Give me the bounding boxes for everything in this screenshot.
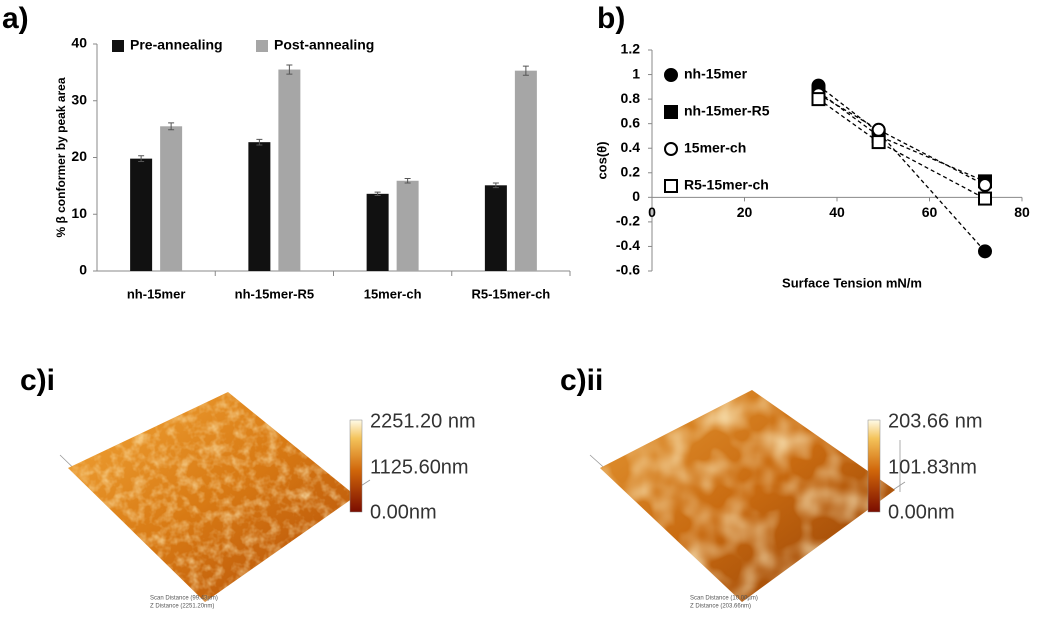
point xyxy=(871,122,886,137)
x-axis-label: Surface Tension mN/m xyxy=(782,275,922,290)
y-tick-label: 0 xyxy=(632,188,640,204)
x-tick-label: 40 xyxy=(829,204,845,220)
panel-label: c)ii xyxy=(560,364,603,397)
legend-label: nh-15mer-R5 xyxy=(684,103,770,119)
error-bar xyxy=(138,155,145,162)
y-axis-label: % β conformer by peak area xyxy=(54,77,68,237)
legend-swatch xyxy=(112,40,124,52)
bar xyxy=(484,185,507,271)
legend-swatch xyxy=(256,40,268,52)
series-line xyxy=(818,93,986,186)
point xyxy=(811,92,826,107)
series-line xyxy=(818,98,986,200)
legend-label: R5-15mer-ch xyxy=(684,177,769,193)
error-bar xyxy=(256,138,263,146)
bar xyxy=(248,142,271,271)
x-tick-label: 0 xyxy=(648,204,656,220)
scan-distance: Scan Distance (10.00µm) xyxy=(690,596,758,602)
y-tick-label: 0.6 xyxy=(621,114,641,130)
legend-label: Post-annealing xyxy=(274,37,374,53)
y-tick-label: 1 xyxy=(632,65,640,81)
error-bar xyxy=(374,191,381,197)
point xyxy=(978,244,992,259)
x-tick-label: 60 xyxy=(922,204,938,220)
y-tick-label: -0.6 xyxy=(616,262,640,278)
y-axis-label: cos(θ) xyxy=(594,141,609,179)
scan-distance: Scan Distance (99.43µm) xyxy=(150,596,218,602)
error-bar xyxy=(522,65,529,76)
colorbar-label: 2251.20 nm xyxy=(370,410,476,432)
z-distance: Z Distance (2251.20nm) xyxy=(150,604,214,610)
z-distance: Z Distance (203.66nm) xyxy=(690,604,751,610)
colorbar-label: 203.66 nm xyxy=(888,410,983,432)
y-tick-label: 20 xyxy=(71,148,87,164)
panel-label: b) xyxy=(597,2,625,35)
point xyxy=(978,178,992,193)
colorbar-label: 0.00nm xyxy=(888,501,955,523)
y-tick-label: 40 xyxy=(71,35,87,51)
point xyxy=(871,135,886,150)
legend-marker xyxy=(664,68,678,82)
bar xyxy=(396,180,419,271)
y-tick-label: -0.2 xyxy=(616,213,640,229)
error-bar xyxy=(168,122,175,131)
legend-label: nh-15mer xyxy=(684,66,748,82)
colorbar-label: 101.83nm xyxy=(888,456,977,478)
y-tick-label: 30 xyxy=(71,91,87,107)
y-tick-label: 1.2 xyxy=(621,41,641,57)
bar xyxy=(366,193,389,271)
bar xyxy=(130,158,153,271)
x-tick-label: nh-15mer-R5 xyxy=(235,286,314,301)
bar xyxy=(160,126,183,271)
bar xyxy=(514,70,537,271)
legend-marker xyxy=(664,179,678,193)
legend-marker xyxy=(664,105,678,119)
y-tick-label: 0.8 xyxy=(621,90,641,106)
error-bar xyxy=(404,177,411,184)
afm-image xyxy=(589,390,906,602)
x-tick-label: 80 xyxy=(1014,204,1030,220)
x-tick-label: R5-15mer-ch xyxy=(471,286,550,301)
error-bar xyxy=(286,64,293,75)
x-tick-label: 15mer-ch xyxy=(364,286,422,301)
colorbar-label: 0.00nm xyxy=(370,501,437,523)
error-bar xyxy=(492,182,499,189)
y-tick-label: 10 xyxy=(71,205,87,221)
legend-marker xyxy=(664,142,678,156)
panel-label: c)i xyxy=(20,364,55,397)
legend-label: Pre-annealing xyxy=(130,37,223,53)
series-line xyxy=(818,85,986,252)
x-tick-label: nh-15mer xyxy=(127,286,186,301)
afm-image xyxy=(59,392,371,602)
panel-label: a) xyxy=(2,2,29,35)
x-tick-label: 20 xyxy=(737,204,753,220)
colorbar-label: 1125.60nm xyxy=(370,456,469,478)
y-tick-label: -0.4 xyxy=(616,237,640,253)
y-tick-label: 0 xyxy=(79,262,87,278)
y-tick-label: 0.2 xyxy=(621,163,641,179)
y-tick-label: 0.4 xyxy=(621,139,641,155)
point xyxy=(978,191,992,206)
bar xyxy=(278,69,301,271)
legend-label: 15mer-ch xyxy=(684,140,746,156)
